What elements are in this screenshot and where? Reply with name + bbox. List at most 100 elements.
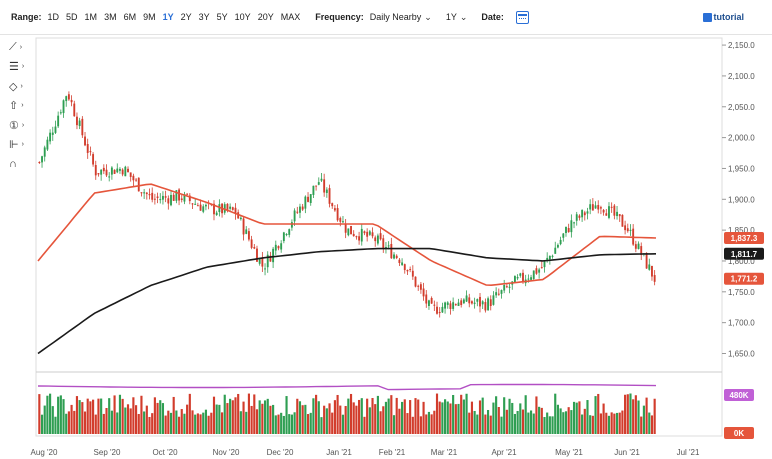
range-button-1m[interactable]: 1M	[84, 12, 98, 22]
y-tick-label: 1,700.0	[728, 319, 755, 328]
candle-body	[151, 192, 154, 200]
range-button-1d[interactable]: 1D	[47, 12, 60, 22]
volume-bar	[387, 398, 390, 434]
volume-bar	[94, 414, 97, 434]
brand-icon	[702, 12, 712, 22]
volume-bar	[398, 408, 401, 434]
volume-bar	[231, 400, 234, 434]
candle-body	[223, 204, 226, 213]
volume-bar	[586, 400, 589, 434]
candle-body	[624, 225, 627, 231]
range-button-5y[interactable]: 5Y	[216, 12, 228, 22]
range-button-5d[interactable]: 5D	[66, 12, 78, 22]
candle-body	[465, 295, 468, 302]
range-button-10y[interactable]: 10Y	[234, 12, 251, 22]
candle-body	[277, 246, 280, 249]
candle-body	[127, 168, 129, 173]
chevron-right-icon: ›	[20, 82, 23, 90]
candle-body	[46, 139, 49, 150]
measure-icon[interactable]: ⊩ ›	[9, 136, 29, 154]
range-button-6m[interactable]: 6M	[123, 12, 137, 22]
range-button-20y[interactable]: 20Y	[257, 12, 274, 22]
x-tick-label: Nov '20	[213, 448, 240, 457]
y-tick-label: 2,100.0	[728, 72, 755, 81]
candle-body	[610, 206, 613, 208]
candle-body	[339, 218, 342, 222]
volume-bar	[237, 393, 240, 434]
volume-bar	[320, 417, 323, 434]
range-button-3m[interactable]: 3M	[104, 12, 117, 22]
volume-bar	[618, 412, 621, 434]
volume-bar	[384, 401, 388, 434]
frequency-select[interactable]: Daily Nearby ⌄	[370, 12, 432, 23]
volume-bar	[148, 416, 151, 434]
range-button-1y[interactable]: 1Y	[162, 12, 174, 22]
period-select[interactable]: 1Y ⌄	[446, 12, 468, 23]
calendar-icon[interactable]	[515, 10, 529, 24]
candle-body	[591, 204, 594, 211]
volume-bar	[564, 411, 568, 434]
range-button-max[interactable]: MAX	[280, 12, 301, 22]
candle-body	[578, 215, 581, 218]
volume-bar	[392, 415, 396, 434]
candle-body	[234, 207, 237, 215]
volume-bar	[188, 393, 191, 434]
y-tick-label: 2,000.0	[728, 134, 755, 143]
volume-bar	[167, 410, 170, 434]
volume-bar	[355, 405, 358, 434]
magnet-icon[interactable]: ∩	[9, 155, 29, 173]
candle-body	[57, 115, 60, 127]
volume-bar	[199, 414, 202, 434]
candle-body	[460, 300, 463, 306]
volume-bar	[363, 416, 366, 434]
volume-bar	[309, 412, 312, 434]
candle-body	[602, 209, 605, 213]
candle-body	[368, 231, 371, 235]
candle-body	[640, 246, 643, 256]
candle-body	[503, 284, 506, 291]
range-button-3y[interactable]: 3Y	[198, 12, 210, 22]
candle-body	[89, 151, 92, 153]
candle-body	[540, 267, 543, 269]
candle-body	[178, 189, 181, 201]
line-draw-icon[interactable]: ⟋ ›	[9, 38, 29, 56]
volume-bar	[186, 404, 189, 434]
volume-bar	[559, 408, 562, 434]
candle-body	[183, 194, 186, 202]
candle-body	[253, 247, 256, 249]
candle-body	[242, 218, 245, 235]
volume-bar	[234, 397, 237, 434]
volume-bar	[196, 413, 199, 434]
volume-bar	[328, 403, 331, 434]
candle-body	[495, 292, 498, 296]
volume-bar	[153, 397, 156, 434]
volume-bar	[535, 396, 538, 434]
volume-bar	[379, 411, 382, 434]
shapes-icon[interactable]: ◇ ›	[9, 77, 29, 95]
volume-bar	[594, 396, 597, 434]
volume-bar	[108, 398, 111, 434]
candle-body	[119, 168, 121, 171]
y-tick-label: 2,050.0	[728, 103, 755, 112]
range-button-9m[interactable]: 9M	[143, 12, 156, 22]
candle-body	[583, 212, 586, 216]
volume-bar	[495, 396, 498, 434]
volume-bar	[301, 405, 304, 434]
x-tick-label: Jun '21	[614, 448, 640, 457]
arrow-shape-icon[interactable]: ⇧ ›	[9, 97, 29, 115]
volume-bar	[470, 401, 474, 434]
candle-body	[280, 243, 283, 250]
volume-bar	[223, 394, 226, 434]
range-button-2y[interactable]: 2Y	[180, 12, 192, 22]
volume-bar	[129, 408, 132, 434]
annotation-icon[interactable]: ① ›	[9, 116, 29, 134]
volume-bar	[164, 415, 167, 434]
candle-body	[148, 194, 151, 196]
fib-tool-icon[interactable]: ☰ ›	[9, 58, 29, 76]
volume-bar	[562, 412, 565, 434]
volume-bar	[500, 416, 503, 434]
volume-bar	[417, 399, 420, 434]
candle-body	[565, 226, 567, 234]
volume-bar	[489, 415, 492, 434]
